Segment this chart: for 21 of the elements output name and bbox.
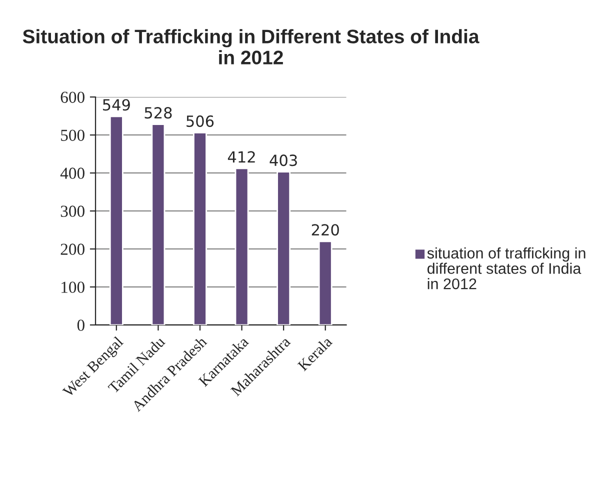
legend-label: situation of trafficking in different states of India in 2012 <box>427 247 586 290</box>
y-tick-label: 0 <box>77 320 84 331</box>
y-tick-label: 200 <box>60 244 84 255</box>
chart-title: Situation of Trafficking in Different States of India in 2012 <box>22 29 480 64</box>
y-tick-label: 300 <box>60 206 84 217</box>
data-label: 549 <box>103 99 130 111</box>
y-tick-label: 500 <box>61 130 84 141</box>
y-tick-label: 600 <box>60 92 84 103</box>
data-label: 220 <box>312 224 339 236</box>
data-label: 403 <box>270 154 297 166</box>
y-tick-label: 100 <box>62 282 84 293</box>
bar <box>151 124 166 325</box>
y-tick-label: 400 <box>60 168 84 179</box>
bar <box>318 240 332 325</box>
data-label: 528 <box>144 107 172 119</box>
bar <box>234 168 249 325</box>
data-label: 412 <box>228 151 255 162</box>
data-label: 506 <box>186 115 214 127</box>
bar <box>109 116 124 325</box>
bar <box>276 171 291 325</box>
bar <box>193 132 207 325</box>
